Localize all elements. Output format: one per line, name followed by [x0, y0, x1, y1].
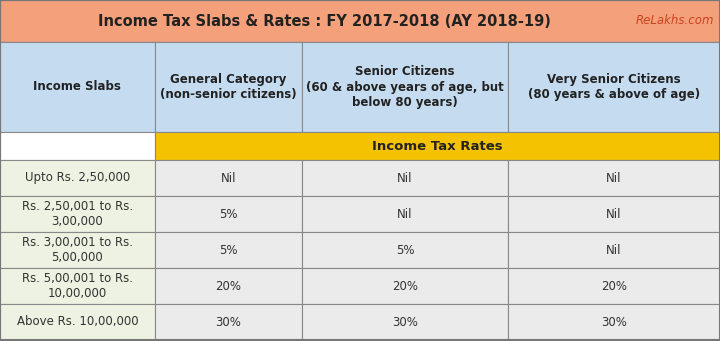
Text: Nil: Nil	[606, 243, 621, 256]
Bar	[0, 0, 720, 42]
Bar	[302, 268, 508, 304]
Text: Rs. 2,50,001 to Rs.
3,00,000: Rs. 2,50,001 to Rs. 3,00,000	[22, 200, 133, 228]
Bar	[155, 132, 720, 160]
Text: 5%: 5%	[396, 243, 414, 256]
Text: 5%: 5%	[220, 243, 238, 256]
Bar	[302, 42, 508, 132]
Text: 20%: 20%	[600, 280, 627, 293]
Bar	[302, 160, 508, 196]
Bar	[155, 196, 302, 232]
Text: Rs. 3,00,001 to Rs.
5,00,000: Rs. 3,00,001 to Rs. 5,00,000	[22, 236, 133, 264]
Bar	[508, 232, 720, 268]
Text: Income Slabs: Income Slabs	[33, 80, 122, 93]
Text: General Category
(non-senior citizens): General Category (non-senior citizens)	[161, 73, 297, 101]
Text: 20%: 20%	[392, 280, 418, 293]
Bar	[302, 304, 508, 340]
Bar	[0, 232, 155, 268]
Text: Income Tax Rates: Income Tax Rates	[372, 139, 503, 152]
Text: Very Senior Citizens
(80 years & above of age): Very Senior Citizens (80 years & above o…	[528, 73, 700, 101]
Text: Rs. 5,00,001 to Rs.
10,00,000: Rs. 5,00,001 to Rs. 10,00,000	[22, 272, 133, 300]
Bar	[508, 268, 720, 304]
Text: ReLakhs.com: ReLakhs.com	[636, 15, 714, 28]
Bar	[0, 304, 155, 340]
Text: Nil: Nil	[606, 172, 621, 184]
Text: 30%: 30%	[601, 315, 626, 328]
Text: Above Rs. 10,00,000: Above Rs. 10,00,000	[17, 315, 138, 328]
Bar	[0, 160, 155, 196]
Bar	[0, 42, 155, 132]
Bar	[155, 304, 302, 340]
Bar	[508, 160, 720, 196]
Text: Nil: Nil	[221, 172, 236, 184]
Text: Senior Citizens
(60 & above years of age, but
below 80 years): Senior Citizens (60 & above years of age…	[306, 65, 504, 109]
Text: 20%: 20%	[215, 280, 242, 293]
Text: Income Tax Slabs & Rates : FY 2017-2018 (AY 2018-19): Income Tax Slabs & Rates : FY 2017-2018 …	[98, 14, 550, 29]
Bar	[155, 268, 302, 304]
Bar	[155, 232, 302, 268]
Text: Upto Rs. 2,50,000: Upto Rs. 2,50,000	[24, 172, 130, 184]
Bar	[155, 160, 302, 196]
Bar	[0, 268, 155, 304]
Bar	[508, 42, 720, 132]
Bar	[0, 196, 155, 232]
Text: 5%: 5%	[220, 208, 238, 221]
Bar	[302, 232, 508, 268]
Bar	[302, 196, 508, 232]
Bar	[508, 196, 720, 232]
Bar	[508, 304, 720, 340]
Text: Nil: Nil	[606, 208, 621, 221]
Bar	[155, 42, 302, 132]
Text: 30%: 30%	[392, 315, 418, 328]
Bar	[0, 132, 155, 160]
Text: Nil: Nil	[397, 172, 413, 184]
Text: 30%: 30%	[216, 315, 241, 328]
Text: Nil: Nil	[397, 208, 413, 221]
